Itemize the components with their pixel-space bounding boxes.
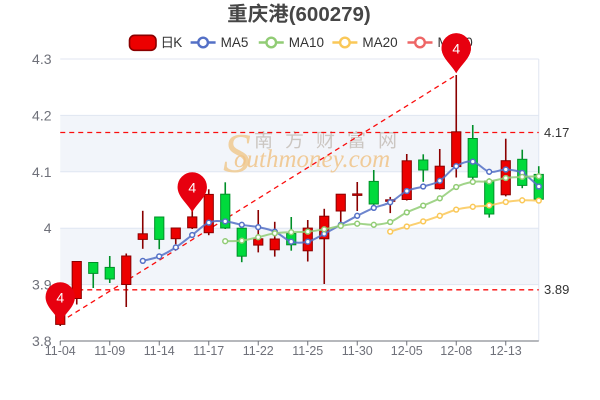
svg-text:12-08: 12-08: [440, 344, 472, 358]
svg-text:4.2: 4.2: [32, 107, 52, 123]
svg-text:11-30: 11-30: [342, 344, 373, 358]
svg-text:11-17: 11-17: [193, 344, 224, 358]
svg-text:3.9: 3.9: [32, 277, 52, 293]
svg-text:4.3: 4.3: [32, 51, 52, 67]
svg-text:4: 4: [56, 290, 64, 306]
svg-text:12-05: 12-05: [391, 344, 423, 358]
svg-text:12-13: 12-13: [490, 344, 522, 358]
svg-text:11-14: 11-14: [144, 344, 175, 358]
svg-text:3.89: 3.89: [544, 282, 569, 297]
svg-text:MA5: MA5: [221, 35, 249, 50]
svg-text:3.8: 3.8: [32, 333, 52, 349]
svg-text:11-25: 11-25: [292, 344, 323, 358]
svg-text:11-22: 11-22: [243, 344, 274, 358]
svg-text:4.17: 4.17: [544, 125, 569, 140]
svg-text:S: S: [223, 123, 251, 185]
svg-text:4: 4: [188, 180, 196, 196]
svg-text:11-09: 11-09: [94, 344, 125, 358]
svg-text:K: K: [173, 35, 182, 50]
svg-text:4: 4: [452, 41, 460, 57]
svg-text:4: 4: [44, 220, 52, 236]
svg-text:(600279): (600279): [289, 3, 371, 26]
svg-text:MA10: MA10: [289, 35, 324, 50]
svg-text:outhmoney.com: outhmoney.com: [234, 146, 390, 173]
svg-text:11-04: 11-04: [45, 344, 76, 358]
svg-text:4.1: 4.1: [32, 164, 52, 180]
svg-text:MA20: MA20: [362, 35, 397, 50]
